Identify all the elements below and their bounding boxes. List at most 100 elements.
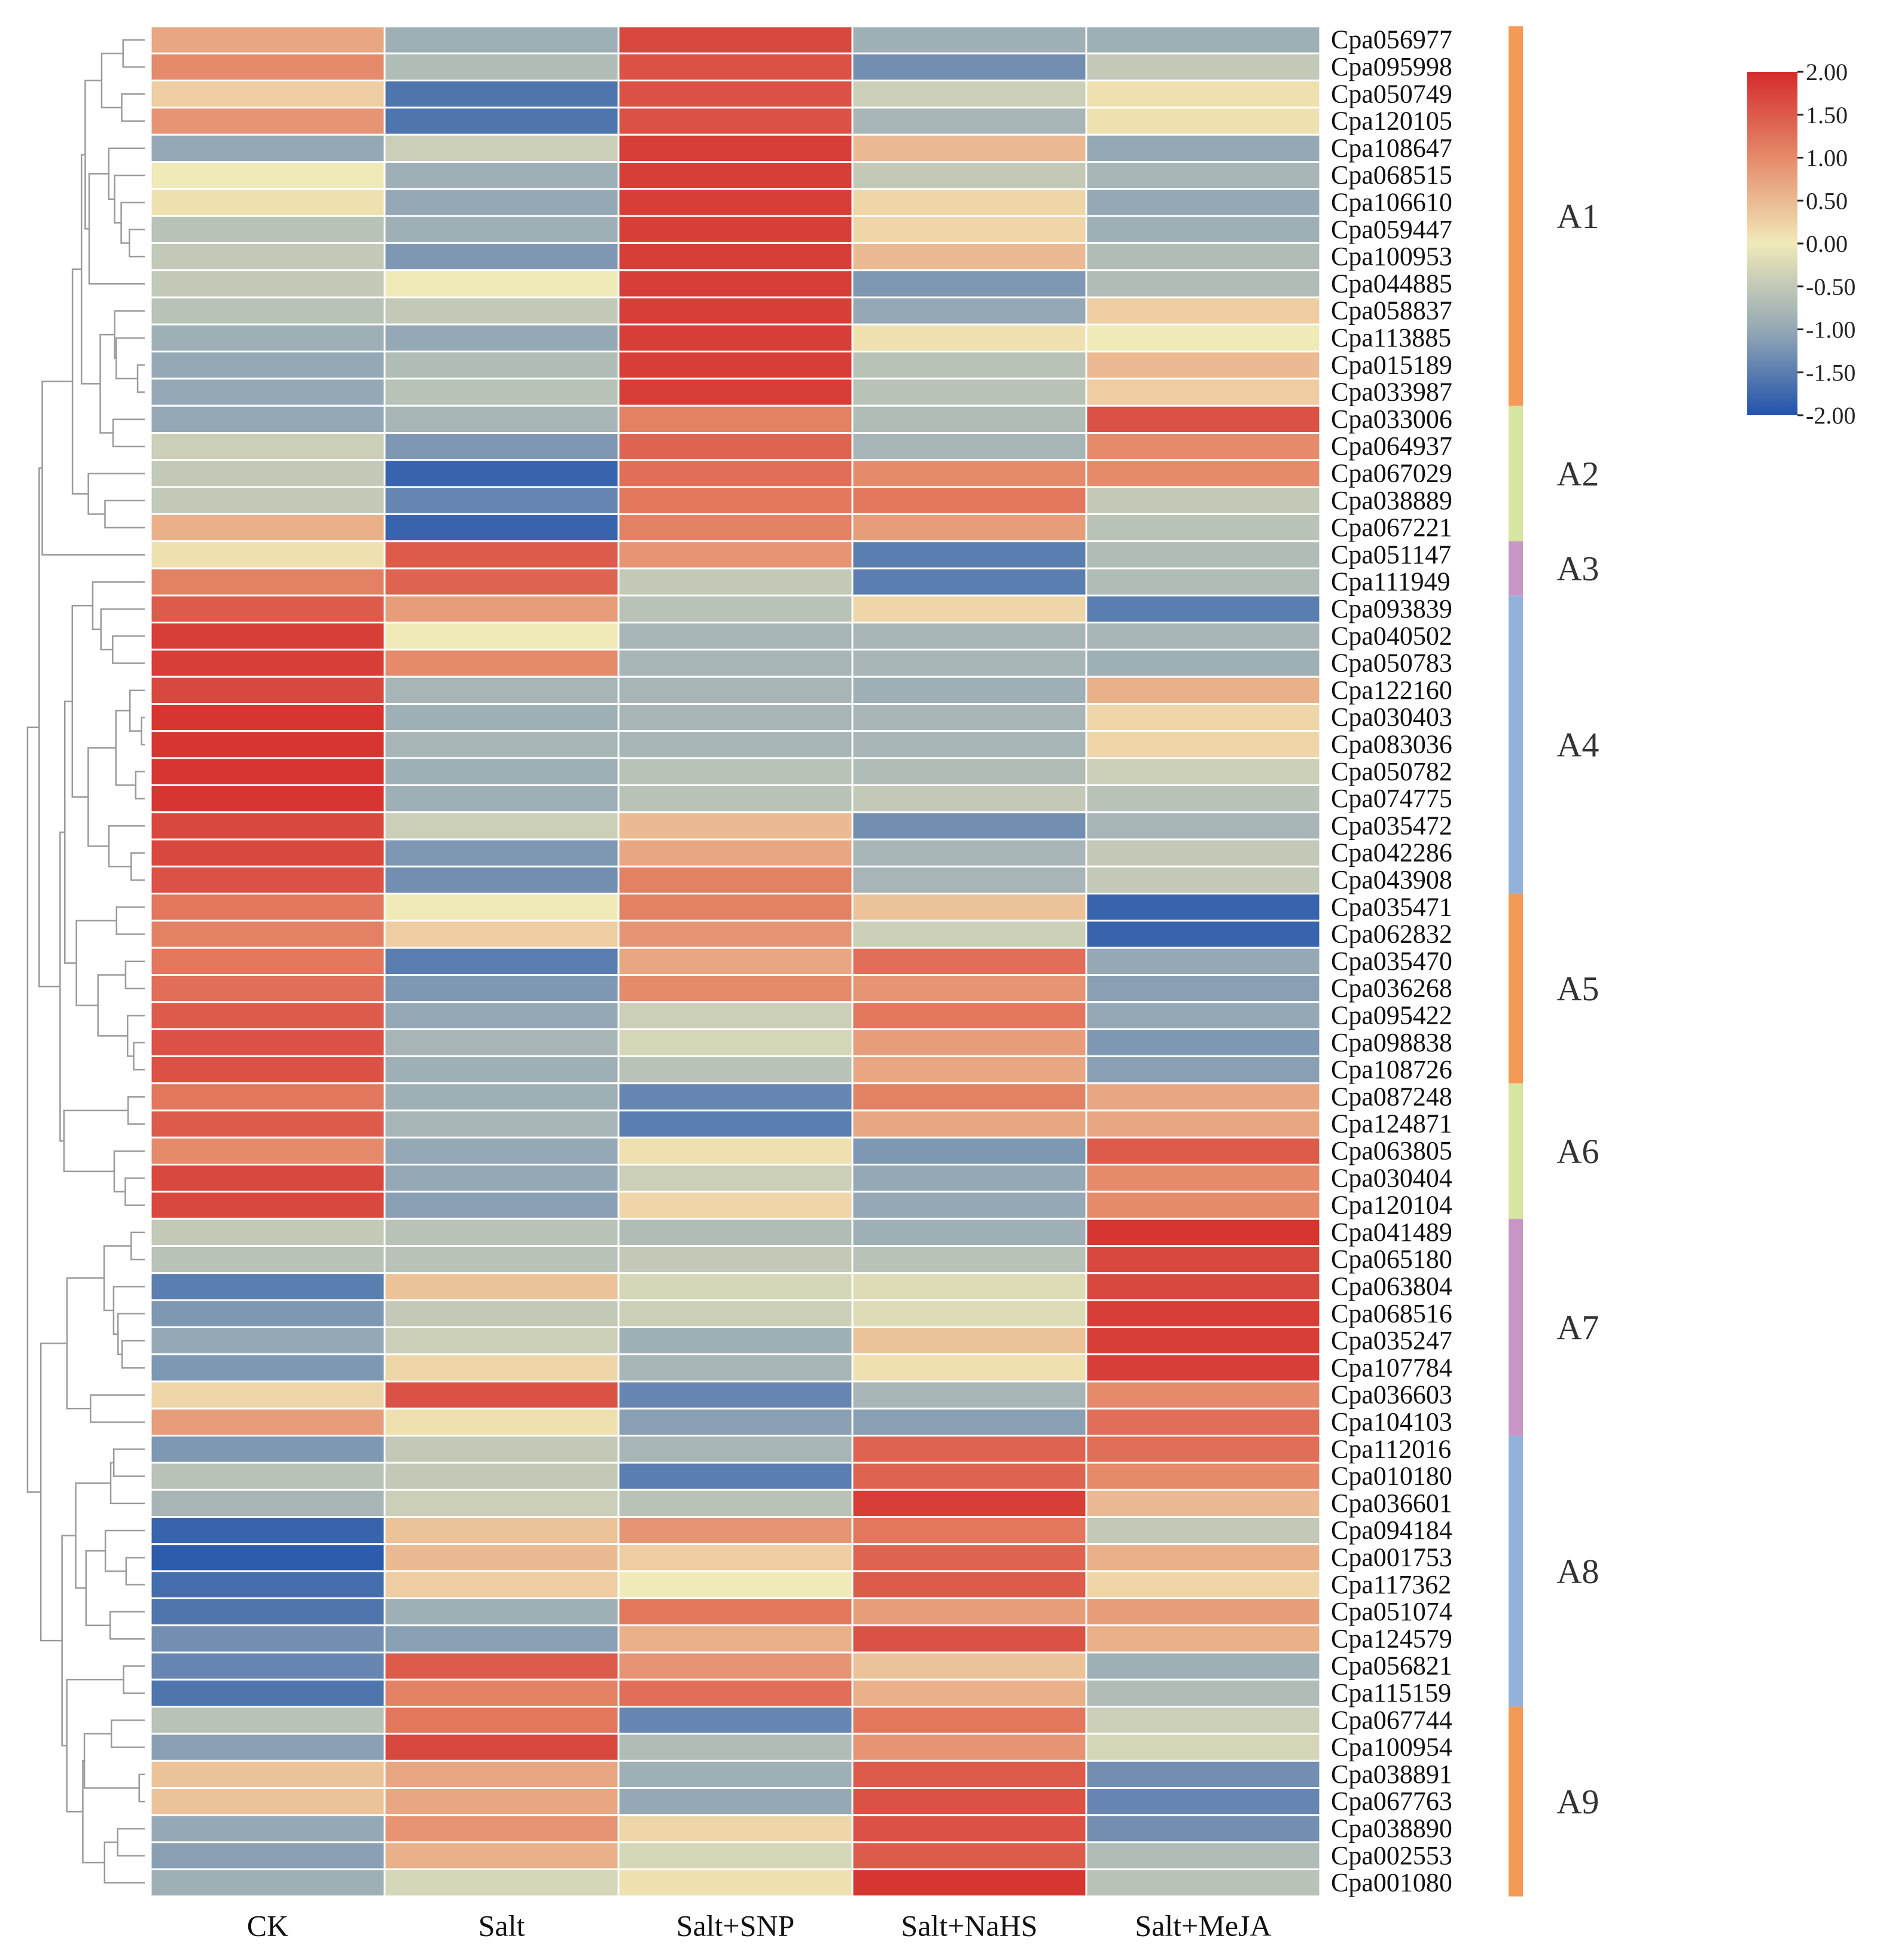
- heatmap-cell: [617, 1706, 854, 1735]
- dendrogram-branch: [141, 716, 145, 745]
- heatmap-cell: [851, 920, 1087, 949]
- group-label-a9: A9: [1557, 1782, 1599, 1821]
- row-label: Cpa050783: [1331, 649, 1452, 678]
- heatmap-cell: [617, 1164, 854, 1193]
- row-label: Cpa124871: [1331, 1109, 1452, 1139]
- dendrogram-branch: [83, 1733, 139, 1789]
- row-label: Cpa094184: [1331, 1515, 1452, 1545]
- heatmap-cell: [1085, 80, 1321, 109]
- heatmap-cell: [1085, 486, 1321, 515]
- dendrogram-branch: [112, 635, 145, 664]
- heatmap-cell: [1085, 920, 1321, 949]
- heatmap-cell: [617, 215, 854, 244]
- heatmap-cell: [383, 296, 620, 325]
- heatmap-cell: [383, 1028, 620, 1057]
- column-label-ck: CK: [247, 1909, 288, 1943]
- heatmap-cell: [851, 1299, 1087, 1328]
- dendrogram-branch: [88, 173, 145, 285]
- group-bar-a4: [1509, 595, 1523, 894]
- heatmap-cell: [150, 1706, 386, 1735]
- dendrogram-branch: [122, 39, 145, 68]
- row-label: Cpa033006: [1331, 404, 1452, 434]
- heatmap-cell: [150, 1055, 386, 1085]
- heatmap-cell: [1085, 838, 1321, 868]
- group-bar-a6: [1509, 1083, 1523, 1219]
- heatmap-cell: [617, 1082, 854, 1112]
- row-label: Cpa038889: [1331, 486, 1452, 515]
- row-label: Cpa010180: [1331, 1462, 1452, 1491]
- heatmap-cell: [383, 1597, 620, 1627]
- row-label: Cpa043908: [1331, 865, 1452, 894]
- heatmap-cell: [383, 1191, 620, 1220]
- heatmap-cell: [851, 1516, 1087, 1545]
- heatmap-cell: [851, 1814, 1087, 1843]
- dendrogram-branch: [136, 364, 145, 393]
- heatmap-cell: [150, 1245, 386, 1274]
- dendrogram-branch: [75, 920, 117, 1006]
- heatmap-cell: [383, 269, 620, 299]
- heatmap-cell: [851, 1651, 1087, 1681]
- row-label: Cpa067029: [1331, 458, 1452, 488]
- heatmap-cell: [383, 52, 620, 82]
- heatmap-cell: [851, 1462, 1087, 1491]
- heatmap-cell: [150, 1407, 386, 1437]
- heatmap-cell: [383, 1082, 620, 1112]
- heatmap-cell: [851, 1787, 1087, 1816]
- row-label: Cpa067744: [1331, 1705, 1452, 1734]
- heatmap-cell: [617, 1462, 854, 1491]
- dendrogram-branch: [100, 608, 145, 651]
- dendrogram-branch: [129, 229, 145, 258]
- heatmap-cell: [851, 1136, 1087, 1166]
- heatmap-cell: [383, 1841, 620, 1870]
- group-bar-a9: [1509, 1706, 1523, 1897]
- heatmap-cell: [851, 540, 1087, 570]
- heatmap-cell: [383, 133, 620, 163]
- heatmap-cell: [1085, 106, 1321, 136]
- dendrogram-branch: [90, 1394, 145, 1423]
- heatmap-cell: [150, 52, 386, 82]
- heatmap-cell: [1085, 133, 1321, 163]
- dendrogram-branch: [130, 852, 145, 881]
- heatmap-cell: [851, 25, 1087, 54]
- heatmap-cell: [617, 622, 854, 651]
- heatmap-cell: [150, 1489, 386, 1518]
- heatmap-cell: [1085, 351, 1321, 380]
- row-label: Cpa098838: [1331, 1028, 1452, 1057]
- row-label: Cpa030403: [1331, 702, 1452, 732]
- heatmap-cell: [851, 1570, 1087, 1599]
- row-label: Cpa063805: [1331, 1136, 1452, 1165]
- heatmap-cell: [383, 1407, 620, 1437]
- heatmap-cell: [383, 1760, 620, 1789]
- heatmap-cell: [383, 242, 620, 272]
- heatmap-cell: [617, 1435, 854, 1464]
- heatmap-cell: [150, 1380, 386, 1410]
- heatmap-cell: [851, 1245, 1087, 1274]
- heatmap-cell: [851, 1841, 1087, 1870]
- heatmap-cell: [1085, 1191, 1321, 1220]
- row-label: Cpa059447: [1331, 215, 1452, 244]
- column-label-salt-snp: Salt+SNP: [677, 1909, 795, 1943]
- heatmap-cell: [617, 893, 854, 922]
- heatmap-cell: [383, 1164, 620, 1193]
- heatmap-cell: [150, 838, 386, 868]
- row-label: Cpa100953: [1331, 242, 1452, 271]
- row-label: Cpa040502: [1331, 621, 1452, 650]
- heatmap-cell: [851, 1706, 1087, 1735]
- heatmap-cell: [1085, 378, 1321, 407]
- heatmap-cell: [1085, 1435, 1321, 1464]
- heatmap-cell: [851, 1435, 1087, 1464]
- heatmap-cell: [617, 540, 854, 570]
- heatmap-cell: [617, 432, 854, 461]
- heatmap-cell: [383, 893, 620, 922]
- heatmap-cell: [1085, 1760, 1321, 1789]
- heatmap-cell: [851, 974, 1087, 1003]
- heatmap-cell: [1085, 1299, 1321, 1328]
- heatmap-cell: [1085, 215, 1321, 244]
- heatmap-cell: [851, 106, 1087, 136]
- heatmap-cell: [383, 1651, 620, 1681]
- heatmap-cell: [383, 811, 620, 841]
- heatmap-cell: [851, 1597, 1087, 1627]
- heatmap-cell: [1085, 1489, 1321, 1518]
- heatmap-cell: [1085, 1651, 1321, 1681]
- dendrogram-branch: [84, 80, 102, 230]
